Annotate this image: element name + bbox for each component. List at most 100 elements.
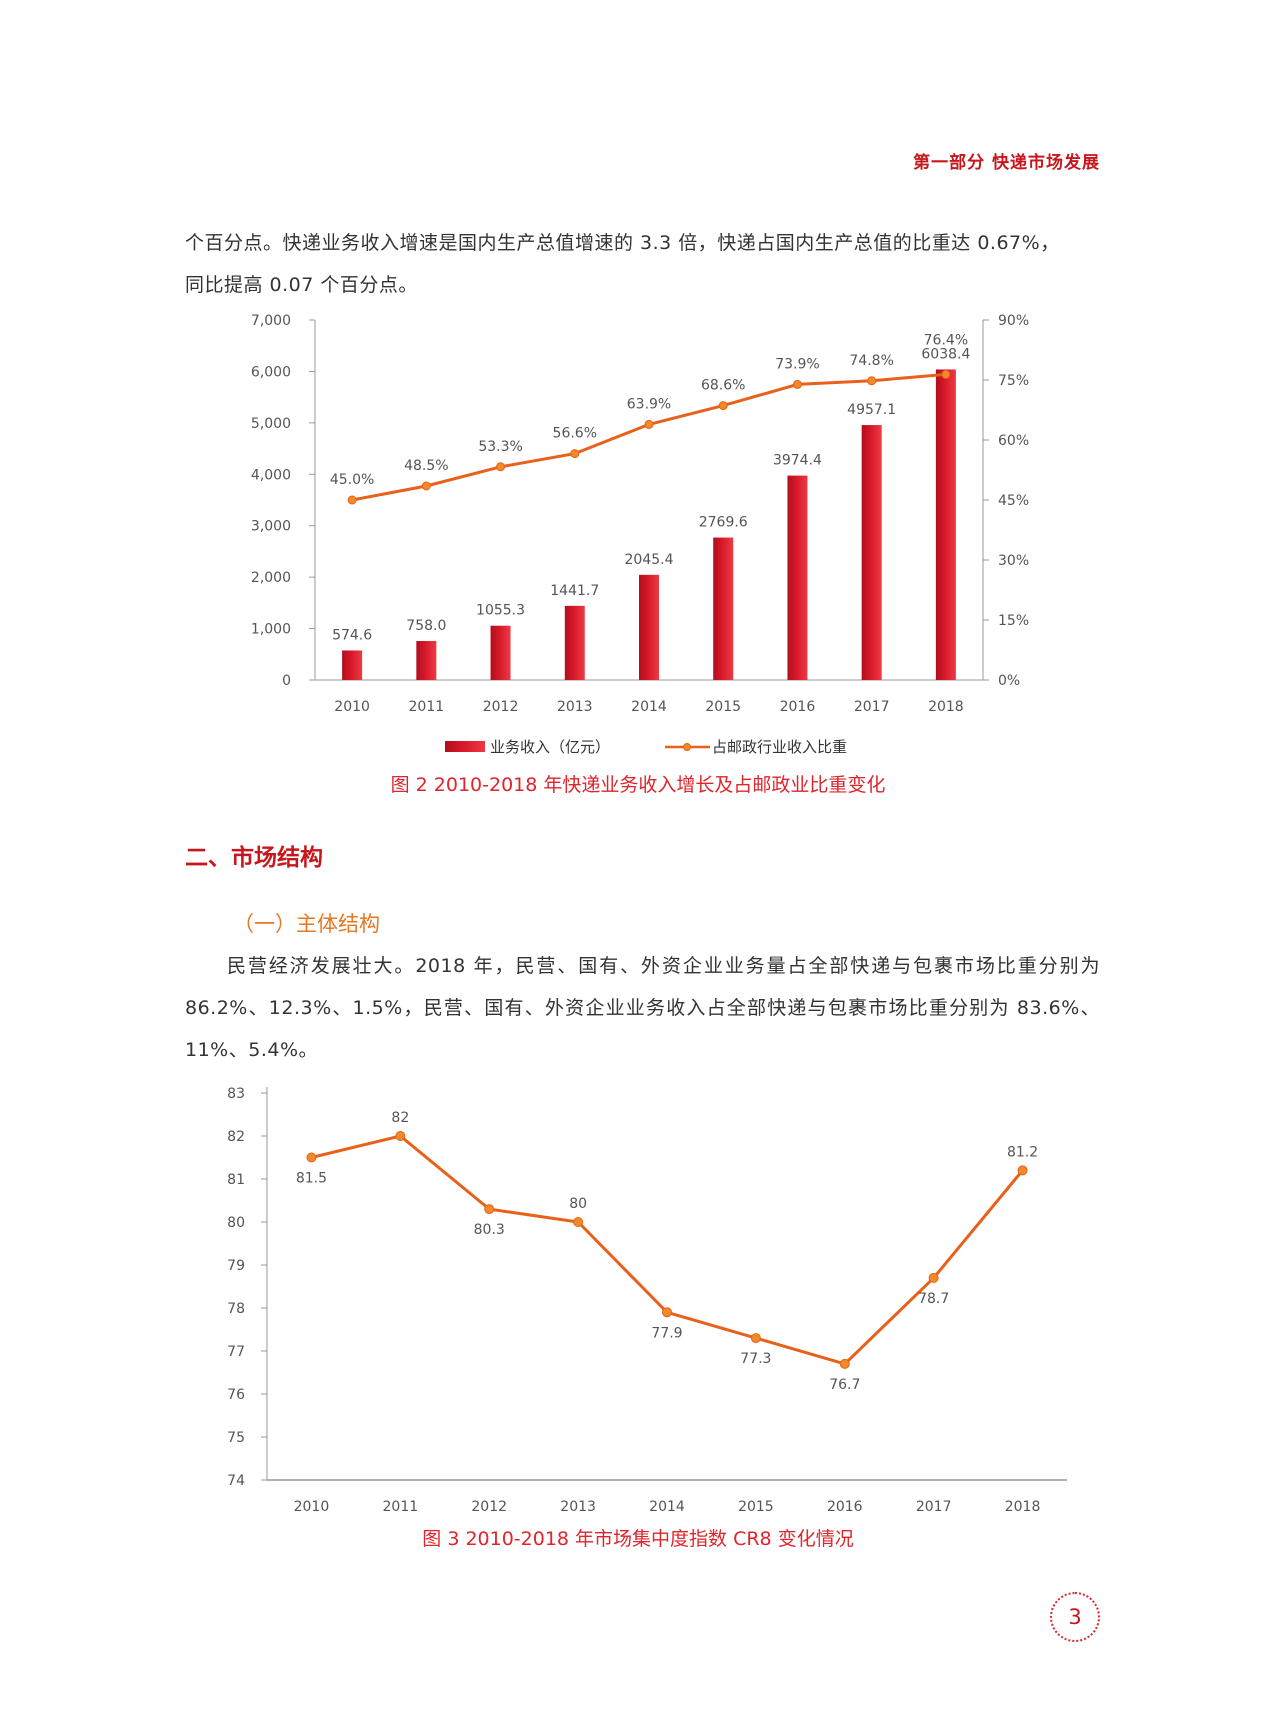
y-tick-label: 77 — [227, 1344, 245, 1360]
x-tick-label: 2011 — [409, 699, 445, 715]
x-tick-label: 2018 — [928, 699, 964, 715]
share-data-label: 68.6% — [701, 378, 745, 394]
x-tick-label: 2011 — [383, 1499, 419, 1515]
share-point — [792, 379, 802, 389]
structure-paragraph: 民营经济发展壮大。2018 年，民营、国有、外资企业业务量占全部快递与包裹市场比… — [185, 955, 1100, 1061]
revenue-bar — [787, 475, 808, 680]
x-tick-label: 2016 — [827, 1499, 863, 1515]
cr8-point — [928, 1272, 939, 1283]
cr8-point — [484, 1204, 495, 1215]
x-tick-label: 2010 — [334, 699, 370, 715]
right-tick-label: 0% — [998, 673, 1020, 689]
left-tick-label: 5,000 — [251, 416, 291, 432]
left-tick-label: 2,000 — [251, 570, 291, 586]
revenue-data-label: 2769.6 — [699, 515, 748, 531]
revenue-bar — [564, 605, 585, 680]
x-tick-label: 2012 — [483, 699, 519, 715]
share-point — [644, 419, 654, 429]
share-data-label: 74.8% — [849, 353, 893, 369]
revenue-data-label: 1055.3 — [476, 603, 525, 619]
share-point — [347, 495, 357, 505]
revenue-data-label: 574.6 — [332, 627, 372, 643]
y-tick-label: 83 — [227, 1086, 245, 1102]
revenue-chart: 0 1,000 2,000 3,000 4,000 5,000 6,000 7,000 0% 15… — [251, 313, 1029, 756]
cr8-data-label: 78.7 — [918, 1291, 949, 1307]
cr8-point — [306, 1152, 317, 1163]
revenue-data-label: 2045.4 — [625, 552, 674, 568]
x-tick-label: 2017 — [916, 1499, 952, 1515]
legend-bar-swatch — [445, 741, 485, 752]
share-data-label: 56.6% — [553, 426, 597, 442]
y-tick-label: 78 — [227, 1301, 245, 1317]
cr8-point — [839, 1358, 850, 1369]
x-tick-label: 2014 — [649, 1499, 685, 1515]
left-tick-label: 6,000 — [251, 364, 291, 380]
right-tick-label: 30% — [998, 553, 1029, 569]
cr8-point — [750, 1333, 761, 1344]
figure2-caption: 图 2 2010-2018 年快递业务收入增长及占邮政业比重变化 — [390, 774, 886, 796]
y-tick-label: 76 — [227, 1387, 245, 1403]
share-data-label: 63.9% — [627, 396, 671, 412]
legend-line-marker — [683, 743, 691, 751]
x-tick-label: 2017 — [854, 699, 890, 715]
revenue-data-label: 3974.4 — [773, 453, 822, 469]
x-tick-label: 2010 — [294, 1499, 330, 1515]
share-point — [867, 376, 877, 386]
cr8-data-label: 77.3 — [740, 1351, 771, 1367]
share-data-label: 76.4% — [924, 332, 968, 348]
y-tick-label: 81 — [227, 1172, 245, 1188]
right-tick-label: 75% — [998, 373, 1029, 389]
left-tick-label: 1,000 — [251, 622, 291, 638]
y-tick-label: 82 — [227, 1129, 245, 1145]
share-point — [941, 369, 951, 379]
share-point — [496, 462, 506, 472]
cr8-point — [573, 1217, 584, 1227]
cr8-point — [662, 1307, 672, 1318]
share-point — [570, 449, 580, 459]
y-tick-label: 79 — [227, 1258, 245, 1274]
cr8-data-label: 77.9 — [651, 1325, 682, 1341]
cr8-data-label: 76.7 — [829, 1377, 860, 1393]
x-tick-label: 2015 — [705, 699, 741, 715]
share-line — [351, 372, 947, 502]
share-point — [421, 481, 431, 491]
revenue-bar — [416, 641, 437, 680]
y-tick-label: 74 — [227, 1473, 245, 1489]
x-tick-label: 2015 — [738, 1499, 774, 1515]
cr8-point — [395, 1131, 406, 1141]
right-tick-label: 90% — [998, 313, 1029, 329]
x-tick-label: 2014 — [631, 699, 667, 715]
revenue-bar — [713, 537, 734, 680]
legend-bar-label: 业务收入（亿元） — [490, 738, 610, 756]
revenue-bar — [861, 425, 882, 680]
share-data-label: 73.9% — [775, 356, 819, 372]
share-point — [718, 401, 728, 411]
cr8-chart: 74 75 76 77 78 79 80 81 82 83 2010 2011 2012 2013 2014… — [227, 1086, 1067, 1515]
share-data-label: 45.0% — [330, 472, 374, 488]
revenue-data-label: 6038.4 — [921, 346, 970, 362]
x-tick-label: 2016 — [780, 699, 816, 715]
x-tick-label: 2013 — [557, 699, 593, 715]
intro-line-1: 个百分点。快递业务收入增速是国内生产总值增速的 3.3 倍，快递占国内生产总值的… — [185, 232, 1060, 254]
x-tick-label: 2018 — [1005, 1499, 1041, 1515]
share-data-label: 53.3% — [478, 439, 522, 455]
y-tick-label: 75 — [227, 1430, 245, 1446]
cr8-data-label: 82 — [391, 1110, 409, 1126]
revenue-data-label: 758.0 — [406, 618, 446, 634]
cr8-point — [1017, 1165, 1028, 1176]
subsection-title: （一）主体结构 — [233, 912, 380, 936]
cr8-data-label: 81.5 — [296, 1171, 327, 1187]
right-tick-label: 15% — [998, 613, 1029, 629]
left-tick-label: 4,000 — [251, 467, 291, 483]
cr8-data-label: 80.3 — [474, 1222, 505, 1238]
revenue-bar — [490, 625, 511, 680]
x-tick-label: 2013 — [560, 1499, 596, 1515]
section-title: 二、市场结构 — [185, 845, 323, 871]
intro-paragraph: 个百分点。快递业务收入增速是国内生产总值增速的 3.3 倍，快递占国内生产总值的… — [185, 222, 1100, 306]
revenue-bar — [639, 574, 659, 680]
right-tick-label: 60% — [998, 433, 1029, 449]
revenue-bar — [935, 369, 956, 680]
figure3-caption: 图 3 2010-2018 年市场集中度指数 CR8 变化情况 — [422, 1528, 854, 1550]
share-data-label: 48.5% — [404, 458, 448, 474]
right-tick-label: 45% — [998, 493, 1029, 509]
